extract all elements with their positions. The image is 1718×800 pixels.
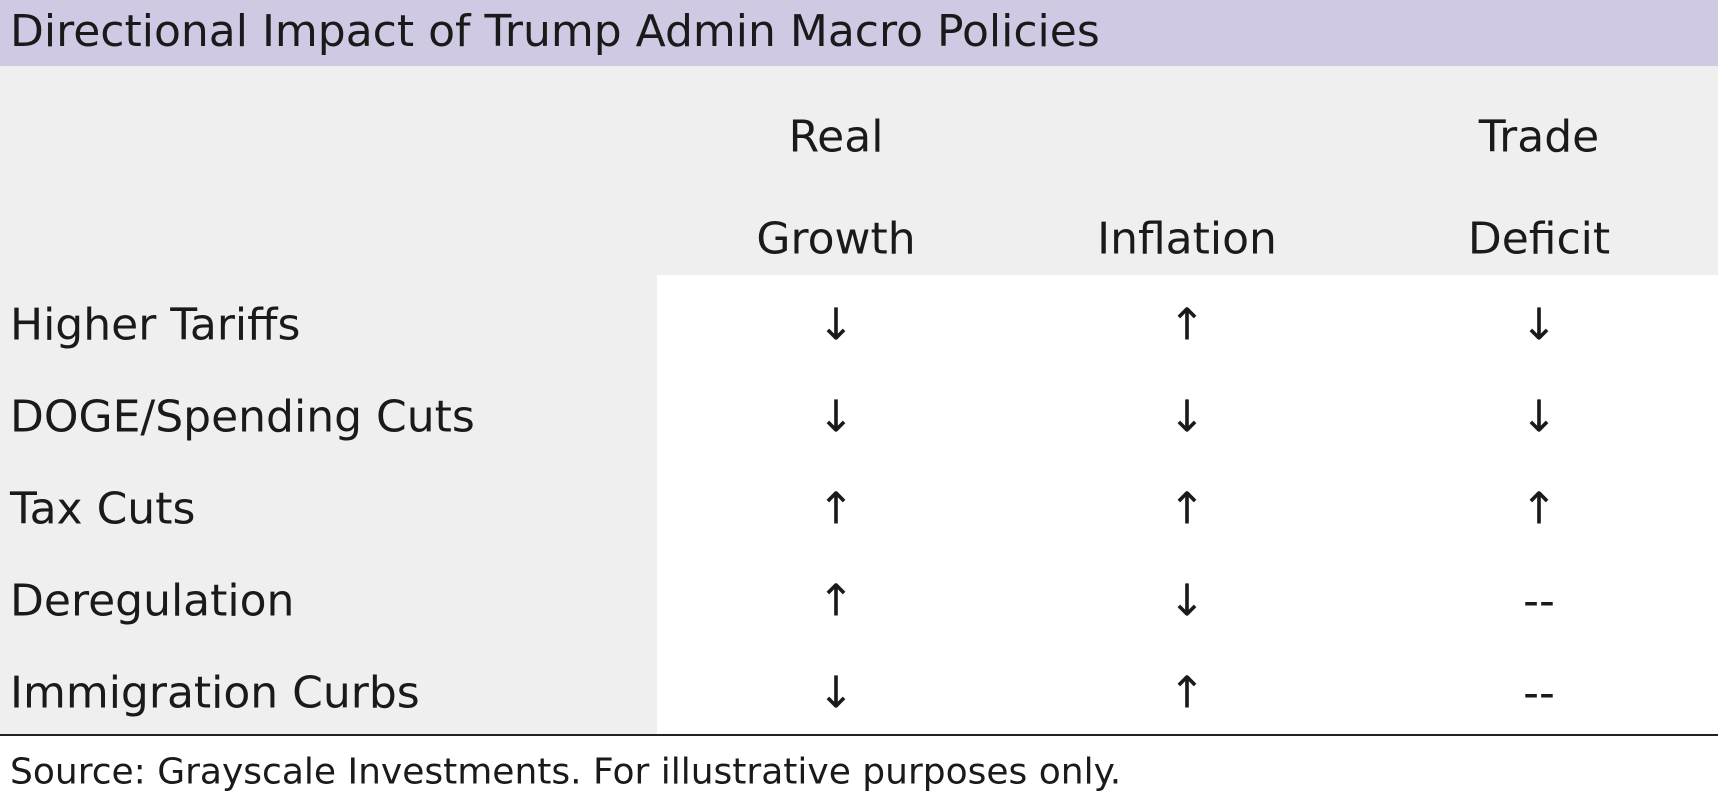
- column-header: Growth: [756, 213, 916, 265]
- column-header: Real: [788, 111, 884, 163]
- row-label: Immigration Curbs: [10, 667, 420, 719]
- cell: --: [1523, 667, 1555, 719]
- cell: ↑: [1168, 299, 1206, 351]
- cell: ↑: [1520, 483, 1558, 535]
- title: Directional Impact of Trump Admin Macro …: [0, 0, 1718, 66]
- row-label: Higher Tariffs: [10, 299, 301, 351]
- row-label: Tax Cuts: [10, 483, 196, 535]
- cell: ↓: [817, 667, 855, 719]
- cell: ↓: [1520, 391, 1558, 443]
- column-header: Deficit: [1467, 213, 1611, 265]
- row-label: DOGE/Spending Cuts: [10, 391, 475, 443]
- cell: ↓: [1168, 391, 1206, 443]
- cell: ↓: [1520, 299, 1558, 351]
- cell: ↓: [1168, 575, 1206, 627]
- row-label: Deregulation: [10, 575, 295, 627]
- cell: ↑: [1168, 483, 1206, 535]
- table: Real Growth Inflation Trade Deficit Higher Ta…: [0, 66, 1718, 736]
- cell: ↑: [817, 483, 855, 535]
- column-header: Trade: [1478, 111, 1600, 163]
- source-note: Source: Grayscale Investments. For illus…: [10, 751, 1122, 793]
- data-area: [657, 275, 1718, 734]
- column-header: Inflation: [1097, 213, 1277, 265]
- cell: --: [1523, 575, 1555, 627]
- cell: ↓: [817, 299, 855, 351]
- cell: ↓: [817, 391, 855, 443]
- cell: ↑: [1168, 667, 1206, 719]
- cell: ↑: [817, 575, 855, 627]
